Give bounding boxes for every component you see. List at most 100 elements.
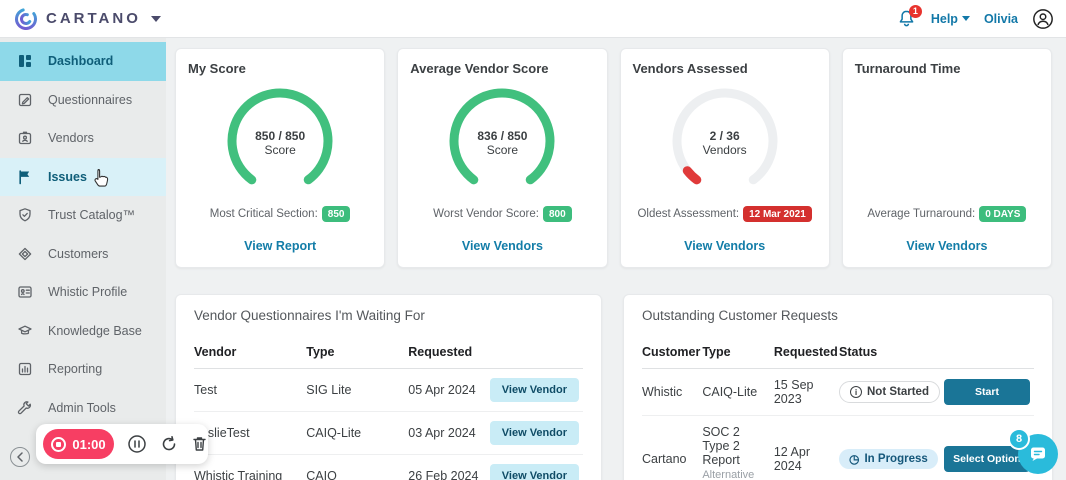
select-option-button[interactable]: Select Option xyxy=(944,446,1030,472)
dashboard-icon xyxy=(19,55,31,68)
help-label: Help xyxy=(930,11,958,26)
sidebar-item-label: Vendors xyxy=(48,131,94,146)
sidebar-item-whistic-profile[interactable]: Whistic Profile xyxy=(0,273,166,312)
recording-timer: 01:00 xyxy=(72,436,106,452)
sidebar-item-reporting[interactable]: Reporting xyxy=(0,350,166,389)
card-stat: Worst Vendor Score: 800 xyxy=(410,206,594,222)
view-vendor-button[interactable]: View Vendor xyxy=(489,464,579,480)
sidebar-item-issues[interactable]: Issues xyxy=(0,157,166,196)
gauge-label: Score xyxy=(486,143,519,157)
chat-unread-badge[interactable]: 8 xyxy=(1008,428,1030,450)
requested-cell: 03 Apr 2024 xyxy=(408,411,490,455)
status-badge: 800 xyxy=(542,206,572,222)
vendor-cell: Whistic Training xyxy=(194,454,307,480)
sidebar-item-questionnaires[interactable]: Questionnaires xyxy=(0,81,166,120)
view-vendors-link[interactable]: View Vendors xyxy=(461,239,543,253)
sidebar-item-label: Trust Catalog™ xyxy=(48,208,136,223)
view-vendors-link[interactable]: View Vendors xyxy=(684,239,766,253)
graduation-cap-icon xyxy=(18,325,32,335)
type-cell: CAIQ-Lite xyxy=(702,368,774,416)
restart-recording-button[interactable] xyxy=(160,435,178,453)
card-title: Average Vendor Score xyxy=(410,61,549,76)
sidebar-collapse-button[interactable] xyxy=(10,447,30,467)
top-bar: CARTANO 1 Help Olivia xyxy=(0,0,1066,38)
user-name: Olivia xyxy=(983,11,1018,26)
wrench-icon xyxy=(17,400,32,415)
profile-card-icon xyxy=(18,286,32,298)
start-button[interactable]: Start xyxy=(944,379,1030,405)
customer-requests-table: Customer Type Requested Status Whistic C… xyxy=(642,335,1034,480)
notification-count-badge: 1 xyxy=(908,4,922,18)
sidebar-item-trust-catalog[interactable]: Trust Catalog™ xyxy=(0,196,166,235)
view-report-link[interactable]: View Report xyxy=(244,239,317,253)
status-badge: 850 xyxy=(321,206,351,222)
brand-logo[interactable]: CARTANO xyxy=(14,7,161,31)
sidebar-item-label: Customers xyxy=(48,246,109,261)
main-content: My Score 850 / 850 Score Most Critical S… xyxy=(166,38,1066,480)
requested-cell: 26 Feb 2024 xyxy=(408,454,490,480)
pause-recording-button[interactable] xyxy=(127,434,147,454)
view-vendor-button[interactable]: View Vendor xyxy=(489,421,579,445)
column-header: Status xyxy=(839,335,944,369)
card-turnaround-time: Turnaround Time Average Turnaround: 0 DAY… xyxy=(841,48,1052,268)
chevron-left-icon xyxy=(17,452,23,462)
sidebar-item-vendors[interactable]: Vendors xyxy=(0,119,166,158)
sidebar-item-admin-tools[interactable]: Admin Tools xyxy=(0,389,166,428)
vendors-assessed-gauge: 2 / 36 Vendors xyxy=(665,85,785,197)
card-average-vendor-score: Average Vendor Score 836 / 850 Score Wor… xyxy=(397,48,608,268)
gauge-label: Score xyxy=(264,143,296,157)
stop-recording-button[interactable]: 01:00 xyxy=(43,429,114,459)
customer-cell: Cartano xyxy=(642,415,703,480)
gauge-value: 2 / 36 xyxy=(709,129,740,143)
customer-requests-panel: Outstanding Customer Requests Customer T… xyxy=(623,294,1053,480)
view-vendor-button[interactable]: View Vendor xyxy=(489,378,579,402)
column-header: Vendor xyxy=(194,335,307,369)
delete-recording-button[interactable] xyxy=(191,435,208,453)
vendor-cell: Test xyxy=(194,368,307,412)
status-badge: 12 Mar 2021 xyxy=(743,206,812,222)
empty-gauge-area xyxy=(855,76,1039,206)
cartano-logo-icon xyxy=(15,7,37,30)
sidebar-item-dashboard[interactable]: Dashboard xyxy=(0,42,166,81)
gauge-value: 836 / 850 xyxy=(477,129,528,143)
brand-dropdown-caret-icon[interactable] xyxy=(150,15,161,22)
gauge-label: Vendors xyxy=(702,143,747,157)
sidebar-item-label: Whistic Profile xyxy=(48,285,128,300)
questionnaire-icon xyxy=(18,93,32,106)
stop-icon xyxy=(51,436,67,452)
info-icon: i xyxy=(850,386,862,398)
user-avatar[interactable] xyxy=(1032,8,1054,30)
panel-title: Outstanding Customer Requests xyxy=(642,308,838,323)
card-stat: Oldest Assessment: 12 Mar 2021 xyxy=(633,206,817,222)
score-cards-row: My Score 850 / 850 Score Most Critical S… xyxy=(175,48,1052,268)
handshake-icon xyxy=(18,247,32,260)
waiting-questionnaires-table: Vendor Type Requested Test SIG Lite 05 A… xyxy=(194,335,583,480)
table-row: Whistic CAIQ-Lite 15 Sep 2023 i Not Star… xyxy=(642,368,1034,416)
view-vendors-link[interactable]: View Vendors xyxy=(906,239,988,253)
requested-cell: 15 Sep 2023 xyxy=(773,368,839,416)
status-pill-not-started: i Not Started xyxy=(839,381,940,403)
type-cell: CAIQ xyxy=(306,454,409,480)
trash-icon xyxy=(193,437,206,451)
help-menu[interactable]: Help xyxy=(931,12,970,26)
table-row: LeslieTest CAIQ-Lite 03 Apr 2024 View Ve… xyxy=(194,411,583,455)
chat-icon xyxy=(1031,447,1045,461)
sidebar-item-label: Knowledge Base xyxy=(48,323,142,338)
column-header: Type xyxy=(306,335,409,369)
screen-recorder-widget: 01:00 xyxy=(36,424,208,464)
notifications-button[interactable]: 1 xyxy=(897,4,922,29)
sidebar-item-label: Questionnaires xyxy=(48,92,133,107)
card-title: Vendors Assessed xyxy=(632,61,748,76)
status-badge: 0 DAYS xyxy=(979,206,1027,222)
table-row: Test SIG Lite 05 Apr 2024 View Vendor xyxy=(194,368,583,412)
sidebar-item-label: Issues xyxy=(48,169,87,184)
brand-name: CARTANO xyxy=(46,10,141,27)
waiting-questionnaires-panel: Vendor Questionnaires I'm Waiting For Ve… xyxy=(175,294,602,480)
shield-check-icon xyxy=(19,208,31,222)
sidebar-item-customers[interactable]: Customers xyxy=(0,235,166,274)
bar-chart-icon xyxy=(18,363,32,376)
sidebar-item-knowledge-base[interactable]: Knowledge Base xyxy=(0,312,166,351)
column-header: Requested xyxy=(773,335,839,369)
panel-title: Vendor Questionnaires I'm Waiting For xyxy=(194,308,425,323)
requested-cell: 05 Apr 2024 xyxy=(408,368,490,412)
